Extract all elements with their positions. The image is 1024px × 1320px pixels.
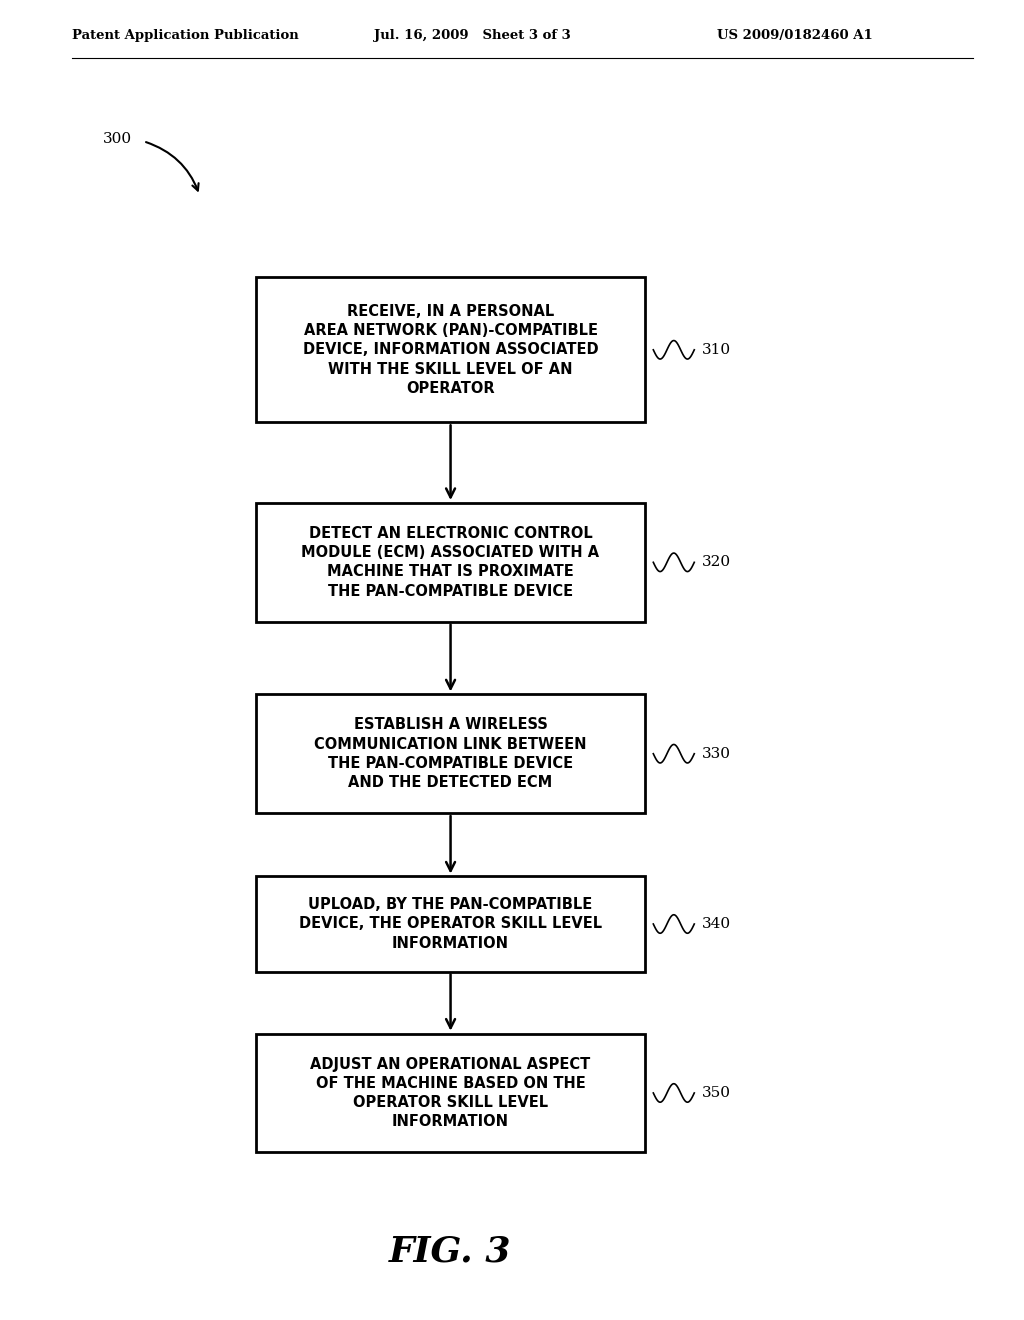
Bar: [256, 876, 645, 972]
Text: 340: 340: [701, 917, 730, 931]
Text: FIG. 3: FIG. 3: [389, 1234, 512, 1269]
Text: UPLOAD, BY THE PAN-COMPATIBLE
DEVICE, THE OPERATOR SKILL LEVEL
INFORMATION: UPLOAD, BY THE PAN-COMPATIBLE DEVICE, TH…: [299, 898, 602, 950]
Text: 350: 350: [701, 1086, 730, 1100]
Text: Jul. 16, 2009   Sheet 3 of 3: Jul. 16, 2009 Sheet 3 of 3: [374, 29, 570, 42]
Bar: [256, 277, 645, 422]
Bar: [256, 503, 645, 622]
Text: 320: 320: [701, 556, 730, 569]
Text: Patent Application Publication: Patent Application Publication: [72, 29, 298, 42]
Text: US 2009/0182460 A1: US 2009/0182460 A1: [717, 29, 872, 42]
Bar: [256, 1034, 645, 1152]
Text: ESTABLISH A WIRELESS
COMMUNICATION LINK BETWEEN
THE PAN-COMPATIBLE DEVICE
AND TH: ESTABLISH A WIRELESS COMMUNICATION LINK …: [314, 718, 587, 789]
Text: DETECT AN ELECTRONIC CONTROL
MODULE (ECM) ASSOCIATED WITH A
MACHINE THAT IS PROX: DETECT AN ELECTRONIC CONTROL MODULE (ECM…: [301, 525, 600, 598]
Text: 330: 330: [701, 747, 730, 760]
Bar: [256, 694, 645, 813]
Text: ADJUST AN OPERATIONAL ASPECT
OF THE MACHINE BASED ON THE
OPERATOR SKILL LEVEL
IN: ADJUST AN OPERATIONAL ASPECT OF THE MACH…: [310, 1056, 591, 1129]
Text: RECEIVE, IN A PERSONAL
AREA NETWORK (PAN)-COMPATIBLE
DEVICE, INFORMATION ASSOCIA: RECEIVE, IN A PERSONAL AREA NETWORK (PAN…: [303, 304, 598, 396]
Text: 300: 300: [102, 132, 131, 147]
Text: 310: 310: [701, 343, 730, 356]
